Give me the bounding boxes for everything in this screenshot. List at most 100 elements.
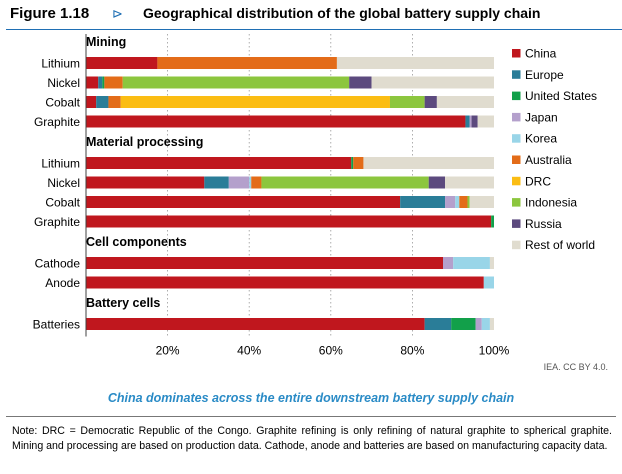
row-label-anode: Anode: [45, 276, 80, 290]
bar-segment-mining-nickel-europe: [98, 76, 103, 89]
legend-swatch-korea: [512, 134, 521, 143]
legend-label-china: China: [525, 47, 557, 61]
legend-swatch-japan: [512, 112, 521, 122]
legend-swatch-russia: [512, 219, 521, 228]
bar-segment-mining-nickel-australia: [104, 76, 123, 89]
legend-label-drc: DRC: [525, 174, 551, 188]
supply-chain-chart: Mining Lithium Nickel Cobalt Graphite Materia…: [33, 34, 597, 358]
bar-segment-battery-cells-batteries-japan: [475, 318, 482, 330]
x-tick-label-20: 20%: [156, 344, 180, 358]
bar-segment-mining-graphite-russia: [471, 115, 478, 128]
bar-segment-material-processing-nickel-europe: [204, 176, 229, 189]
row-label-cobalt: Cobalt: [45, 96, 80, 110]
x-tick-label-60: 60%: [319, 344, 343, 358]
bar-segment-cell-components-anode-korea: [483, 276, 494, 289]
bar-segment-mining-cobalt-russia: [424, 96, 437, 108]
figure-arrow-icon: ⊳: [112, 6, 123, 21]
x-tick-label-40: 40%: [237, 344, 261, 358]
bar-segment-mining-lithium-china: [86, 57, 158, 69]
bar-segment-mining-cobalt-australia: [108, 96, 121, 108]
bar-segment-cell-components-cathode-japan: [443, 257, 454, 269]
credit-label: IEA. CC BY 4.0.: [543, 362, 608, 372]
bar-segment-battery-cells-batteries-united-states: [451, 318, 476, 330]
row-label-cathode: Cathode: [35, 257, 81, 271]
row-label-graphite: Graphite: [34, 115, 80, 129]
legend-swatch-china: [512, 49, 521, 58]
bar-segment-cell-components-cathode-china: [86, 257, 443, 269]
bar-segment-material-processing-nickel-korea: [249, 176, 252, 189]
x-tick-label-80: 80%: [400, 344, 424, 358]
bar-segment-cell-components-anode-china: [86, 276, 484, 289]
bar-segment-material-processing-nickel-russia: [428, 176, 446, 189]
bar-segment-battery-cells-batteries-rest-of-world: [489, 318, 494, 330]
legend-swatch-indonesia: [512, 198, 521, 207]
legend-label-europe: Europe: [525, 68, 564, 82]
bar-segment-mining-nickel-rest-of-world: [371, 76, 494, 89]
legend-label-japan: Japan: [525, 110, 558, 124]
bar-segment-material-processing-nickel-indonesia: [261, 176, 429, 189]
bar-segment-material-processing-lithium-united-states: [351, 157, 354, 169]
row-label-nickel: Nickel: [47, 176, 80, 190]
bar-segment-mining-graphite-japan: [469, 115, 472, 128]
row-label-graphite: Graphite: [34, 215, 80, 229]
bar-segment-material-processing-cobalt-korea: [455, 196, 460, 208]
legend-swatch-europe: [512, 70, 521, 79]
note-divider: [6, 416, 616, 417]
figure-number: Figure 1.18: [10, 5, 90, 22]
legend-swatch-drc: [512, 176, 521, 186]
bar-segment-material-processing-nickel-australia: [251, 176, 262, 189]
chart-subtitle: China dominates across the entire downst…: [107, 391, 515, 405]
legend-label-united-states: United States: [525, 89, 597, 103]
x-tick-label-100: 100%: [479, 344, 510, 358]
legend-swatch-australia: [512, 155, 521, 164]
bar-segment-material-processing-cobalt-japan: [445, 196, 456, 208]
figure-title: Geographical distribution of the global …: [143, 5, 541, 21]
bar-segment-material-processing-nickel-rest-of-world: [445, 176, 494, 189]
bar-segment-mining-nickel-united-states: [102, 76, 105, 89]
bar-segment-material-processing-cobalt-australia: [459, 196, 468, 208]
bar-segment-material-processing-lithium-rest-of-world: [363, 157, 494, 169]
legend-label-korea: Korea: [525, 132, 557, 146]
bar-segment-mining-cobalt-china: [86, 96, 97, 108]
chart-note: Note: DRC = Democratic Republic of the C…: [12, 425, 612, 452]
bar-segment-mining-cobalt-indonesia: [389, 96, 425, 108]
bar-segment-mining-cobalt-europe: [96, 96, 109, 108]
legend-label-indonesia: Indonesia: [525, 196, 577, 210]
row-label-cobalt: Cobalt: [45, 196, 80, 210]
bar-segment-material-processing-lithium-china: [86, 157, 352, 169]
legend-label-russia: Russia: [525, 217, 562, 231]
bar-segment-mining-cobalt-rest-of-world: [436, 96, 494, 108]
bar-segment-mining-nickel-russia: [349, 76, 372, 89]
row-label-lithium: Lithium: [41, 157, 80, 171]
bar-segment-material-processing-cobalt-indonesia: [467, 196, 470, 208]
bar-segment-material-processing-nickel-china: [86, 176, 205, 189]
bar-segment-mining-graphite-rest-of-world: [477, 115, 494, 128]
bar-segment-material-processing-lithium-australia: [353, 157, 364, 169]
bar-segment-material-processing-cobalt-china: [86, 196, 401, 208]
bar-segment-mining-nickel-indonesia: [122, 76, 350, 89]
bar-segment-material-processing-graphite-china: [86, 215, 492, 228]
bar-segment-mining-cobalt-drc: [120, 96, 390, 108]
group-title-cell-components: Cell components: [86, 235, 187, 249]
bar-segment-mining-graphite-europe: [465, 115, 470, 128]
row-label-lithium: Lithium: [41, 57, 80, 71]
bar-segment-battery-cells-batteries-europe: [424, 318, 452, 330]
bar-segment-cell-components-cathode-rest-of-world: [489, 257, 494, 269]
group-title-battery-cells: Battery cells: [86, 296, 160, 310]
legend-label-australia: Australia: [525, 153, 572, 167]
group-title-mining: Mining: [86, 35, 126, 49]
bar-segment-material-processing-cobalt-rest-of-world: [469, 196, 494, 208]
bar-segment-cell-components-cathode-korea: [453, 257, 490, 269]
bar-segment-battery-cells-batteries-korea: [481, 318, 490, 330]
figure-header: Figure 1.18 ⊳ Geographical distribution …: [6, 2, 622, 30]
group-title-material-processing: Material processing: [86, 135, 203, 149]
header-divider: [6, 29, 622, 30]
bar-segment-mining-lithium-australia: [157, 57, 337, 69]
bar-segment-material-processing-cobalt-europe: [400, 196, 446, 208]
row-label-nickel: Nickel: [47, 76, 80, 90]
bar-segment-mining-graphite-china: [86, 115, 466, 128]
bar-segment-material-processing-graphite-united-states: [491, 215, 494, 228]
bar-segment-material-processing-nickel-japan: [228, 176, 250, 189]
legend-swatch-united-states: [512, 91, 521, 101]
bar-segment-mining-lithium-rest-of-world: [336, 57, 494, 69]
